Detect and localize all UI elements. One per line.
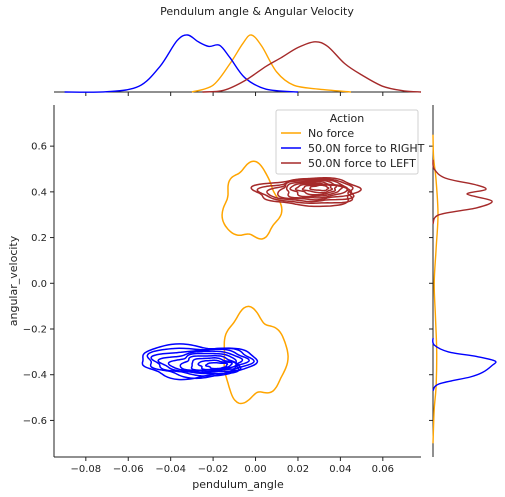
y-axis-ticks: −0.6 −0.4 −0.2 0.0 0.2 0.4 0.6 <box>23 142 54 427</box>
y-tick-label: −0.6 <box>23 416 47 427</box>
marginal-x-density <box>202 41 422 93</box>
legend-label: No force <box>308 127 354 140</box>
x-axis-ticks: −0.08 −0.06 −0.04 −0.02 0.00 0.02 0.04 0.06 <box>70 457 394 475</box>
x-axis-label: pendulum_angle <box>192 478 284 491</box>
chart-title: Pendulum angle & Angular Velocity <box>160 5 354 18</box>
x-tick-label: 0.02 <box>287 464 309 475</box>
legend-label: 50.0N force to LEFT <box>308 157 416 170</box>
kde-contour-line <box>309 184 330 192</box>
contour-group <box>141 343 259 381</box>
kde-contour-line <box>204 362 229 370</box>
kde-contours <box>141 160 362 405</box>
marginal-x-density <box>191 34 352 93</box>
legend: Action No force 50.0N force to RIGHT 50.0N… <box>275 109 425 175</box>
x-tick-label: −0.06 <box>113 464 144 475</box>
legend-label: 50.0N force to RIGHT <box>308 142 425 155</box>
main-axes: −0.08 −0.06 −0.04 −0.02 0.00 0.02 0.04 0.06 −0.… <box>7 105 421 491</box>
marginal-y-density <box>432 134 439 444</box>
top-marginal-curves <box>64 34 422 93</box>
top-marginal-ticks <box>85 92 384 96</box>
legend-box <box>275 109 419 175</box>
kde-contour-line <box>167 352 242 374</box>
x-tick-label: 0.06 <box>372 464 394 475</box>
y-tick-label: 0.0 <box>31 279 47 290</box>
kde-contour-line <box>266 178 355 203</box>
y-tick-label: −0.2 <box>23 325 47 336</box>
y-tick-label: 0.2 <box>31 233 47 244</box>
y-axis-label: angular_velocity <box>7 235 20 326</box>
kde-contour-line <box>250 176 362 208</box>
x-tick-label: 0.04 <box>329 464 351 475</box>
kde-contour-line <box>157 350 244 375</box>
kde-contour-line <box>197 359 233 371</box>
marginal-y-density <box>432 159 493 225</box>
marginal-x-density <box>64 34 299 93</box>
y-tick-label: 0.4 <box>31 187 47 198</box>
marginal-y-density <box>432 337 497 392</box>
contour-group <box>250 176 362 208</box>
kde-contour-line <box>301 183 334 194</box>
y-tick-label: 0.6 <box>31 142 47 153</box>
x-tick-label: 0.00 <box>244 464 266 475</box>
x-tick-label: −0.04 <box>155 464 186 475</box>
kde-contour-line <box>277 179 353 201</box>
right-marginal-curves <box>432 134 497 444</box>
legend-title: Action <box>330 112 364 125</box>
x-tick-label: −0.08 <box>70 464 101 475</box>
y-tick-label: −0.4 <box>23 370 47 381</box>
x-tick-label: −0.02 <box>198 464 229 475</box>
right-marginal-ticks <box>429 145 433 421</box>
right-marginal-axes <box>429 105 497 457</box>
legend-entries: No force 50.0N force to RIGHT 50.0N force … <box>281 127 425 170</box>
kde-contour-line <box>221 160 283 240</box>
kde-contour-line <box>150 348 250 377</box>
top-marginal-axes <box>54 34 422 96</box>
kde-contour-line <box>256 177 354 204</box>
